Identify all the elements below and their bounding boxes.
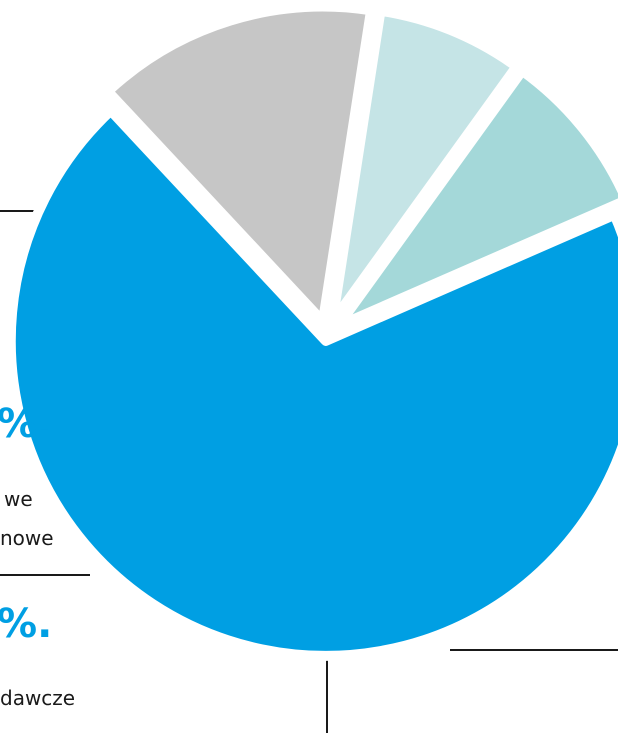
- pie-slice-3: [327, 5, 522, 328]
- pie-label-percent-1: %.: [0, 401, 52, 447]
- pie-slice-1: [5, 105, 618, 661]
- pie-labels: %. we nowe %. dawcze: [0, 401, 75, 710]
- pie-slices: [5, 1, 618, 661]
- pie-slice-4: [332, 65, 618, 332]
- pie-label-line-2a: dawcze: [0, 686, 75, 710]
- pie-label-line-1b: nowe: [0, 526, 54, 550]
- pie-label-percent-2: %.: [0, 601, 52, 647]
- pie-label-line-1a: we: [4, 487, 33, 511]
- pie-slice-2: [102, 1, 377, 327]
